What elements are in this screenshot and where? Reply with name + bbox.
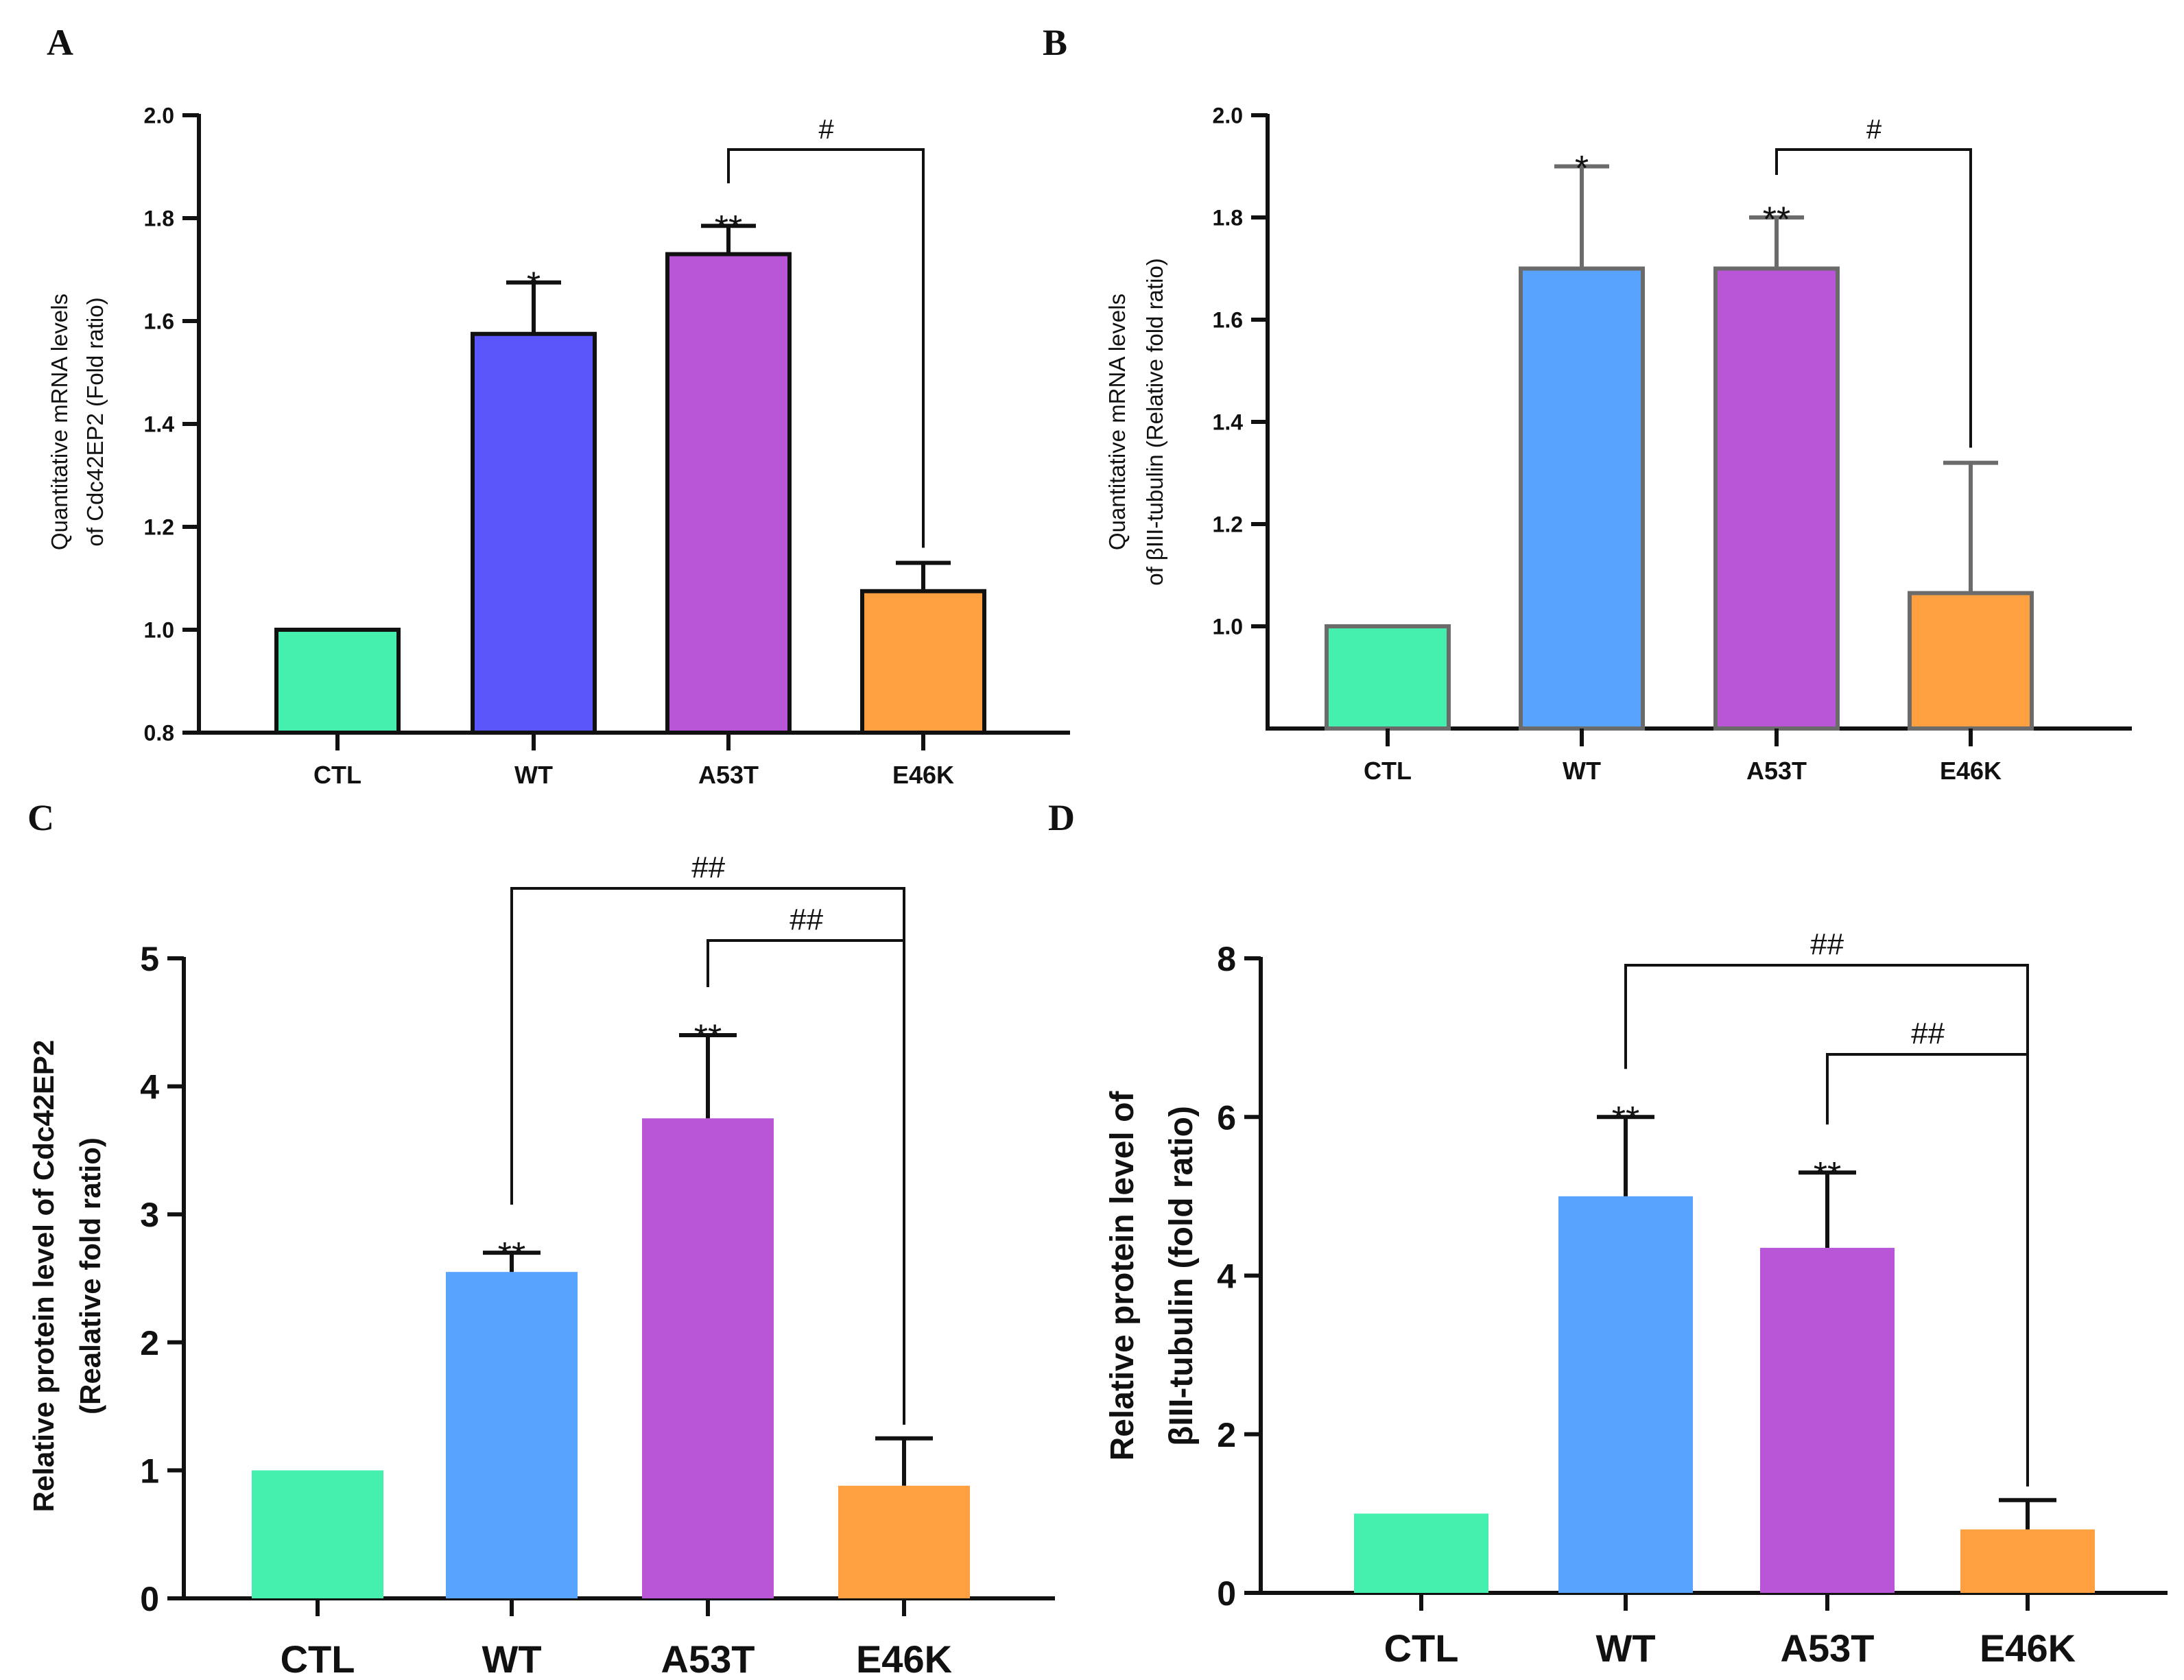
bracket-significance-mark: ## — [691, 851, 725, 884]
y-tick-label: 4 — [140, 1068, 159, 1107]
panel-label: B — [1043, 22, 1067, 63]
x-tick-label-e46k: E46K — [1940, 757, 2002, 785]
y-axis-label: βIII-tubulin (fold ratio) — [1163, 1106, 1200, 1446]
x-tick-label-wt: WT — [482, 1637, 541, 1680]
y-axis-label: of βIII-tubulin (Relative fold ratio) — [1142, 258, 1167, 586]
y-tick-label: 1.4 — [1213, 410, 1244, 435]
bar-e46k — [838, 1485, 970, 1598]
panel-label: D — [1048, 797, 1075, 838]
bar-wt — [446, 1272, 578, 1598]
comparison-bracket — [707, 939, 905, 1425]
significance-mark: ** — [715, 209, 742, 248]
y-tick-label: 2.0 — [144, 104, 174, 128]
significance-mark: ** — [1763, 200, 1790, 240]
comparison-bracket — [1826, 1053, 2029, 1487]
y-tick-label: 4 — [1217, 1257, 1236, 1296]
y-tick-label: 0 — [140, 1580, 159, 1618]
bar-ctl — [274, 628, 401, 735]
y-tick-label: 3 — [140, 1196, 159, 1234]
bar-a53t — [1760, 1248, 1895, 1593]
y-axis-label: of Cdc42EP2 (Fold ratio) — [82, 297, 108, 546]
comparison-bracket — [727, 148, 925, 548]
bar-ctl — [252, 1470, 383, 1598]
significance-mark: * — [527, 265, 541, 305]
y-axis-label: (Realative fold ratio) — [74, 1137, 106, 1415]
y-tick-label: 1 — [140, 1452, 159, 1490]
x-tick-label-ctl: CTL — [1384, 1626, 1459, 1670]
y-tick-label: 1.2 — [144, 515, 174, 540]
chart-panel-b: B 1.0 1.2 1.4 1.6 1.8 2.0 Quantitative mRNA lev… — [1043, 22, 2132, 785]
y-tick-label: 1.6 — [1213, 308, 1243, 333]
panel-label: A — [47, 22, 73, 63]
x-tick-label-e46k: E46K — [1980, 1626, 2076, 1670]
bar-wt — [471, 331, 597, 735]
bracket-significance-mark: # — [818, 115, 834, 145]
y-tick-label: 5 — [140, 940, 159, 978]
bar-ctl — [1325, 624, 1451, 731]
chart-panel-a: A 0.8 1.0 1.2 1.4 1.6 1.8 2.0 Quantitative mRNA … — [47, 22, 1070, 789]
significance-mark: ** — [694, 1018, 722, 1058]
y-tick-label: 1.8 — [1213, 206, 1243, 230]
y-tick-label: 1.2 — [1213, 512, 1243, 537]
y-tick-label: 1.6 — [144, 309, 174, 334]
x-tick-label-a53t: A53T — [661, 1637, 755, 1680]
y-tick-label: 1.4 — [144, 412, 175, 437]
bar-a53t — [642, 1118, 774, 1598]
y-tick-label: 1.0 — [1213, 615, 1243, 639]
significance-mark: ** — [1814, 1155, 1841, 1195]
y-tick-label: 2 — [140, 1324, 159, 1362]
x-tick-label-wt: WT — [514, 761, 553, 789]
bar-e46k — [1960, 1529, 2095, 1593]
bar-a53t — [665, 252, 792, 735]
significance-mark: * — [1575, 149, 1589, 189]
x-tick-label-e46k: E46K — [892, 761, 954, 789]
x-tick-label-ctl: CTL — [1364, 757, 1412, 785]
bracket-significance-mark: ## — [790, 903, 823, 936]
panel-label: C — [27, 797, 54, 838]
bracket-significance-mark: ## — [1911, 1017, 1945, 1050]
y-tick-label: 1.0 — [144, 618, 174, 643]
x-tick-label-ctl: CTL — [281, 1637, 355, 1680]
x-tick-label-wt: WT — [1595, 1626, 1655, 1670]
bar-ctl — [1354, 1513, 1488, 1593]
x-tick-label-a53t: A53T — [698, 761, 759, 789]
bar-wt — [1519, 266, 1645, 731]
x-tick-label-ctl: CTL — [313, 761, 361, 789]
y-axis-label: Relative protein level of — [1104, 1091, 1141, 1461]
x-tick-label-e46k: E46K — [856, 1637, 952, 1680]
bar-e46k — [860, 589, 986, 735]
x-tick-label-wt: WT — [1563, 757, 1601, 785]
x-tick-label-a53t: A53T — [1781, 1626, 1875, 1670]
y-axis-label: Quantitative mRNA levels — [1104, 294, 1130, 550]
y-tick-label: 0 — [1217, 1574, 1236, 1613]
y-tick-label: 2 — [1217, 1416, 1236, 1454]
bar-a53t — [1713, 266, 1840, 731]
y-tick-label: 2.0 — [1213, 104, 1243, 128]
significance-mark: ** — [498, 1235, 525, 1275]
y-axis-label: Relative protein level of Cdc42EP2 — [27, 1040, 60, 1513]
bracket-significance-mark: # — [1866, 115, 1882, 145]
y-tick-label: 1.8 — [144, 206, 174, 231]
bar-wt — [1558, 1196, 1693, 1593]
x-tick-label-a53t: A53T — [1746, 757, 1807, 785]
bar-e46k — [1908, 591, 2034, 731]
chart-panel-c: C 0 1 2 3 4 5 Relative protein level of Cdc42EP… — [27, 797, 1055, 1680]
significance-mark: ** — [1612, 1100, 1639, 1139]
bracket-significance-mark: ## — [1810, 927, 1844, 961]
y-tick-label: 6 — [1217, 1098, 1236, 1137]
y-tick-label: 0.8 — [144, 721, 174, 746]
y-axis-label: Quantitative mRNA levels — [47, 294, 72, 550]
y-tick-label: 8 — [1217, 940, 1236, 978]
chart-panel-d: D 0 2 4 6 8 Relative protein level of βIII-tubu… — [1048, 797, 2168, 1670]
comparison-bracket — [1775, 148, 1972, 448]
